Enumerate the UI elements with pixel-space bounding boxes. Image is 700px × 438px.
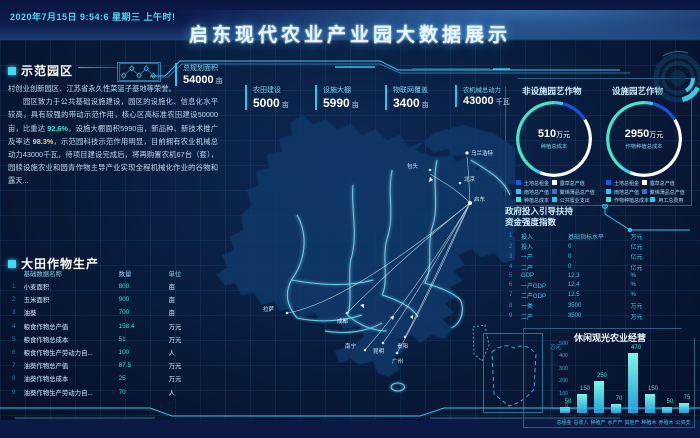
- svg-text:拉萨: 拉萨: [263, 305, 275, 313]
- svg-text:昆明: 昆明: [373, 348, 385, 355]
- svg-text:乌兰浩特: 乌兰浩特: [471, 149, 494, 157]
- svg-text:启东: 启东: [474, 195, 486, 203]
- svg-text:包头: 包头: [407, 162, 419, 170]
- svg-text:成都: 成都: [337, 317, 349, 325]
- svg-text:北京: 北京: [464, 175, 476, 183]
- svg-text:南宁: 南宁: [345, 342, 357, 350]
- svg-text:广州: 广州: [392, 357, 403, 365]
